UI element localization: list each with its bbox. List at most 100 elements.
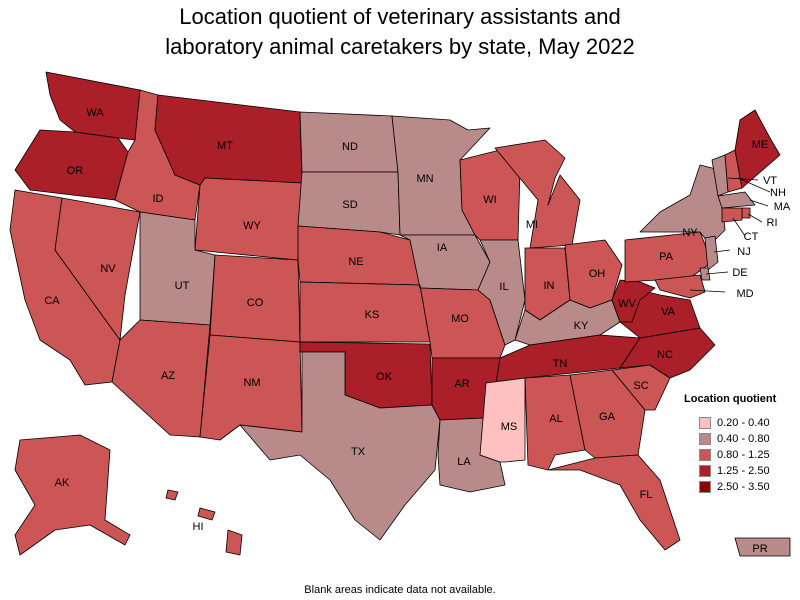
state-label-ga: GA [599, 411, 616, 423]
state-label-wi: WI [483, 194, 496, 206]
legend-item-4: 2.50 - 3.50 [699, 479, 800, 495]
state-label-ks: KS [365, 309, 380, 321]
state-wy [194, 177, 303, 261]
state-ms [479, 377, 526, 463]
state-pr [734, 537, 791, 557]
title-line-2: laboratory animal caretakers by state, M… [165, 34, 635, 59]
state-tx [239, 351, 441, 541]
state-nj [704, 235, 719, 271]
leader-line-nj [713, 249, 731, 253]
state-label-mo: MO [451, 313, 469, 325]
legend-label-2: 0.80 - 1.25 [717, 449, 770, 461]
state-label-nj: NJ [737, 246, 750, 258]
leader-line-md [689, 289, 726, 293]
legend-label-1: 0.40 - 0.80 [717, 433, 770, 445]
legend-swatch-4 [699, 481, 711, 493]
state-label-me: ME [752, 139, 769, 151]
state-label-vt: VT [763, 175, 777, 187]
state-label-sc: SC [633, 380, 648, 392]
state-label-nc: NC [657, 349, 673, 361]
legend-swatch-3 [699, 465, 711, 477]
state-label-tn: TN [553, 358, 568, 370]
state-wa [45, 71, 141, 141]
state-label-il: IL [499, 281, 508, 293]
state-label-oh: OH [589, 268, 606, 280]
state-label-va: VA [661, 306, 676, 318]
state-label-al: AL [549, 413, 562, 425]
state-de [699, 267, 711, 281]
state-label-ia: IA [437, 242, 448, 254]
leader-line-de [705, 271, 729, 275]
legend-item-0: 0.20 - 0.40 [699, 415, 800, 431]
state-sd [297, 171, 401, 236]
leader-line-nh [737, 177, 771, 193]
state-wv [611, 279, 656, 323]
state-az [111, 319, 211, 438]
state-label-az: AZ [161, 370, 175, 382]
state-mi [494, 139, 581, 249]
state-label-id: ID [153, 193, 164, 205]
state-label-ca: CA [44, 295, 60, 307]
state-il [477, 239, 526, 346]
legend-item-1: 0.40 - 0.80 [699, 431, 800, 447]
state-label-ut: UT [175, 280, 190, 292]
legend-item-3: 1.25 - 2.50 [699, 463, 800, 479]
state-ri [741, 207, 751, 219]
legend-swatch-1 [699, 433, 711, 445]
legend: Location quotient 0.20 - 0.40 0.40 - 0.8… [684, 393, 800, 495]
state-label-ny: NY [682, 227, 698, 239]
state-label-wa: WA [86, 107, 104, 119]
state-label-nv: NV [100, 263, 116, 275]
state-label-co: CO [247, 297, 264, 309]
leader-line-ri [747, 213, 763, 223]
state-ak [14, 434, 131, 556]
legend-label-4: 2.50 - 3.50 [717, 481, 770, 493]
state-nv [54, 197, 141, 341]
state-label-ok: OK [376, 371, 393, 383]
state-label-fl: FL [640, 489, 653, 501]
state-label-de: DE [732, 267, 747, 279]
leader-line-ma [749, 199, 769, 207]
state-label-nd: ND [342, 141, 358, 153]
state-label-pr: PR [752, 543, 767, 555]
legend-swatch-0 [699, 417, 711, 429]
state-label-ak: AK [55, 477, 70, 489]
state-label-wy: WY [243, 220, 261, 232]
state-label-mi: MI [526, 219, 538, 231]
title-line-1: Location quotient of veterinary assistan… [179, 4, 621, 29]
state-md [654, 274, 706, 299]
state-label-tx: TX [351, 446, 366, 458]
state-label-or: OR [67, 165, 84, 177]
map-title: Location quotient of veterinary assistan… [0, 2, 800, 62]
legend-label-0: 0.20 - 0.40 [717, 417, 770, 429]
state-label-md: MD [736, 288, 753, 300]
state-label-mt: MT [217, 140, 233, 152]
state-label-ne: NE [348, 256, 363, 268]
state-me [734, 109, 781, 189]
state-label-la: LA [457, 456, 471, 468]
state-label-ms: MS [501, 421, 518, 433]
legend-label-3: 1.25 - 2.50 [717, 465, 770, 477]
legend-item-2: 0.80 - 1.25 [699, 447, 800, 463]
state-ct [721, 207, 743, 223]
leader-line-ct [732, 217, 746, 237]
state-label-ar: AR [454, 378, 469, 390]
state-label-wv: WV [618, 298, 636, 310]
state-label-nm: NM [243, 377, 260, 389]
legend-title: Location quotient [684, 393, 777, 405]
state-fl [547, 454, 681, 551]
state-label-ky: KY [574, 320, 589, 332]
state-label-mn: MN [416, 173, 433, 185]
state-label-ct: CT [744, 231, 759, 243]
state-hi [165, 489, 243, 556]
leader-line-vt [727, 177, 759, 181]
state-label-ma: MA [774, 201, 791, 213]
state-label-nh: NH [770, 187, 786, 199]
state-label-hi: HI [193, 521, 204, 533]
state-label-pa: PA [659, 251, 674, 263]
state-label-sd: SD [342, 199, 357, 211]
legend-swatch-2 [699, 449, 711, 461]
footnote: Blank areas indicate data not available. [304, 584, 496, 596]
state-label-in: IN [544, 280, 555, 292]
